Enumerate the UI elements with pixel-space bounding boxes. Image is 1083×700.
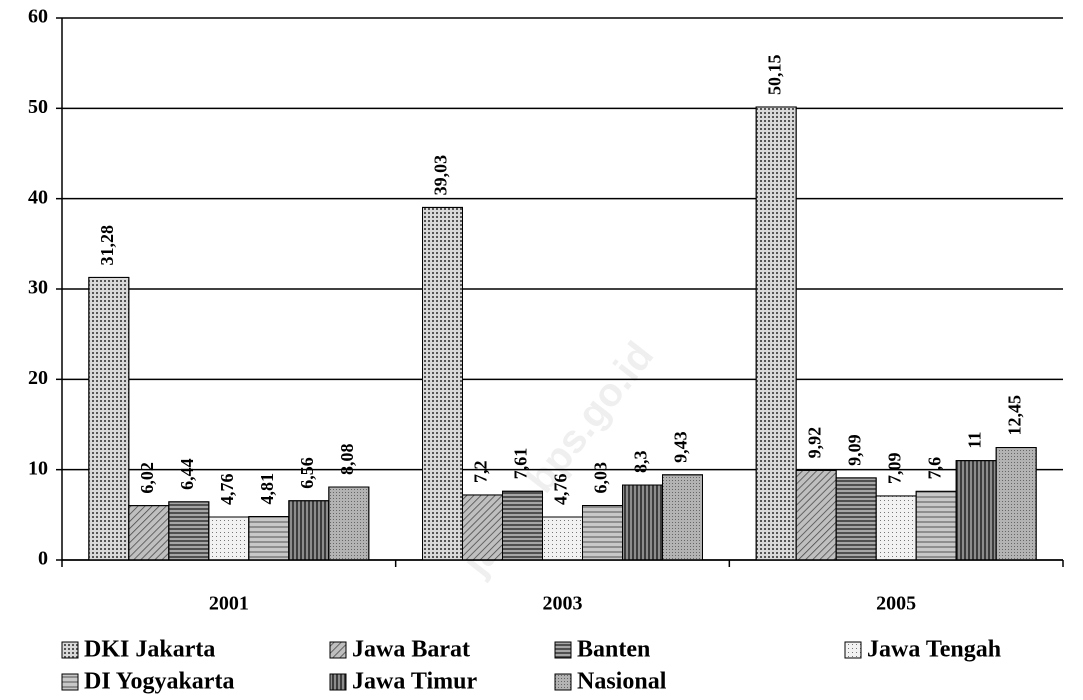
- legend-swatch-pattern: [329, 641, 347, 659]
- bar-pattern: [995, 447, 1037, 561]
- bar-pattern: [208, 516, 250, 561]
- legend-swatch-pattern: [554, 673, 572, 691]
- legend-swatch-pattern: [554, 641, 572, 659]
- bar-pattern: [755, 106, 797, 561]
- bar-pattern: [328, 486, 370, 561]
- legend-label: Nasional: [577, 669, 667, 695]
- bar-pattern: [462, 494, 503, 561]
- value-label: 8,08: [337, 444, 357, 476]
- y-tick-label: 60: [28, 6, 48, 28]
- legend-label: Banten: [577, 637, 650, 663]
- x-tick-label: 2003: [543, 593, 583, 615]
- bar-pattern: [422, 206, 463, 561]
- y-tick-label: 40: [28, 186, 48, 208]
- bar-pattern: [248, 516, 290, 561]
- y-tick-label: 50: [28, 96, 48, 118]
- legend-swatch-pattern: [329, 673, 347, 691]
- legend-swatch-pattern: [61, 641, 79, 659]
- bar-pattern: [288, 500, 330, 561]
- x-tick-label: 2005: [876, 593, 916, 615]
- legend-label: Jawa Timur: [352, 669, 477, 695]
- bar-pattern: [835, 477, 877, 561]
- legend-label: Jawa Tengah: [867, 637, 1001, 663]
- y-tick-label: 10: [28, 457, 48, 479]
- legend-swatch-pattern: [61, 673, 79, 691]
- bar-pattern: [622, 484, 663, 561]
- value-label: 6,44: [177, 458, 197, 490]
- value-label: 9,43: [671, 431, 691, 463]
- value-label: 39,03: [431, 155, 451, 196]
- bar-pattern: [168, 501, 210, 561]
- bar-pattern: [88, 276, 130, 561]
- value-label: 9,09: [844, 434, 864, 466]
- bar-pattern: [542, 516, 583, 561]
- legend-swatch-pattern: [844, 641, 862, 659]
- value-label: 9,92: [804, 427, 824, 459]
- y-tick-label: 0: [38, 548, 48, 570]
- legend-label: DKI Jakarta: [84, 637, 215, 663]
- value-label: 4,81: [257, 473, 277, 505]
- value-label: 7,2: [471, 460, 491, 483]
- value-label: 7,09: [884, 452, 904, 484]
- value-label: 12,45: [1004, 395, 1024, 436]
- value-label: 6,56: [297, 457, 317, 489]
- value-label: 7,6: [924, 457, 944, 480]
- value-label: 50,15: [764, 54, 784, 95]
- bar-pattern: [502, 490, 543, 561]
- value-label: 4,76: [217, 474, 237, 506]
- legend-label: DI Yogyakarta: [84, 669, 234, 695]
- value-label: 6,03: [591, 462, 611, 494]
- bar-pattern: [915, 490, 957, 561]
- bar-pattern: [582, 505, 623, 561]
- value-label: 4,76: [551, 474, 571, 506]
- value-label: 6,02: [137, 462, 157, 494]
- bar-pattern: [875, 495, 917, 561]
- value-label: 31,28: [97, 225, 117, 266]
- value-label: 7,61: [511, 448, 531, 480]
- bar-pattern: [662, 474, 703, 561]
- bar-pattern: [955, 460, 997, 561]
- y-tick-label: 30: [28, 277, 48, 299]
- y-tick-label: 20: [28, 367, 48, 389]
- value-label: 11: [964, 432, 984, 449]
- x-tick-label: 2001: [209, 593, 249, 615]
- value-label: 8,3: [631, 451, 651, 474]
- bar-pattern: [795, 469, 837, 561]
- legend-label: Jawa Barat: [352, 637, 470, 663]
- bar-pattern: [128, 505, 170, 561]
